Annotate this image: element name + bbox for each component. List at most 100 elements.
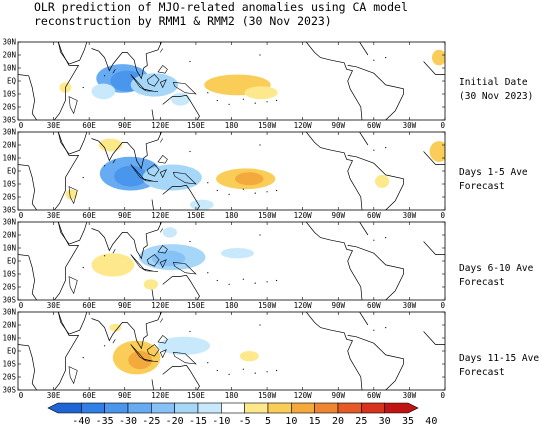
lon-tick-label: 150E (187, 391, 206, 400)
lon-tick-label: 90W (331, 121, 345, 130)
coastline (305, 132, 363, 210)
island-dot (207, 362, 209, 364)
colorbar-tick-label: -30 (119, 416, 137, 427)
lon-tick-label: 150E (187, 301, 206, 310)
island-dot (216, 99, 218, 102)
lon-tick-label: 30W (403, 121, 417, 130)
colorbar-swatch (291, 402, 315, 414)
colorbar-swatch (244, 402, 269, 414)
lon-tick-label: 30E (47, 211, 61, 220)
island-outline (146, 254, 160, 267)
island-dot (242, 98, 244, 100)
coastline (347, 335, 404, 390)
island-dot (207, 182, 209, 184)
lat-tick-label: 20N (2, 141, 16, 150)
coastline (347, 65, 404, 120)
island-dot (266, 101, 268, 103)
island-outline (142, 358, 159, 362)
lon-tick-label: 60W (367, 121, 381, 130)
anomaly-shading (235, 172, 264, 186)
lon-tick-label: 120E (151, 391, 170, 400)
lat-tick-label: EQ (7, 257, 17, 266)
lat-tick-label: 30S (2, 386, 16, 395)
island-dot (207, 272, 209, 274)
island-dot (275, 369, 278, 372)
lon-tick-label: 90W (331, 211, 345, 220)
island-outline (159, 349, 167, 359)
lon-tick-label: 120E (151, 121, 170, 130)
island-dot (228, 283, 230, 285)
colorbar: -40 -35 -30 -25 -20 -15 -10 -5 5 10 15 20 25 30 35 40 (47, 402, 437, 427)
island-dot (275, 279, 278, 282)
island-outline (172, 171, 197, 185)
lon-tick-label: 90E (118, 301, 132, 310)
lon-tick-label: 30E (47, 391, 61, 400)
coastline (359, 312, 369, 326)
island-dot (103, 165, 106, 167)
panel-label-days-6-10: Days 6-10 Ave Forecast (459, 263, 534, 288)
lon-tick-label: 60W (367, 391, 381, 400)
island-outline (172, 127, 178, 131)
island-dot (266, 191, 268, 193)
colorbar-swatch (337, 402, 362, 414)
lat-tick-label: 20N (2, 51, 16, 60)
lat-tick-label: 30S (2, 296, 16, 305)
colorbar-swatch (174, 402, 199, 414)
panel-label-days-11-15: Days 11-15 Ave Forecast (459, 353, 540, 378)
colorbar-tick-label: 5 (265, 416, 271, 427)
lat-tick-label: EQ (7, 347, 17, 356)
lon-tick-label: 60W (367, 211, 381, 220)
island-dot (103, 255, 106, 257)
island-dot (266, 371, 268, 373)
lat-tick-label: 10N (2, 64, 16, 73)
lat-tick-label: 30S (2, 206, 16, 215)
colorbar-tick-label: -15 (189, 416, 207, 427)
island-outline (146, 344, 160, 357)
colorbar-swatch (47, 402, 82, 414)
anomaly-shading (128, 351, 153, 370)
island-outline (172, 351, 197, 365)
island-outline (172, 81, 197, 95)
island-dot (373, 239, 375, 241)
island-dot (242, 368, 244, 370)
coastline (18, 312, 80, 390)
lat-tick-label: 10N (2, 154, 16, 163)
island-dot (228, 193, 230, 195)
lon-tick-label: 90W (331, 391, 345, 400)
lat-tick-label: 30N (2, 38, 16, 47)
island-dot (259, 324, 261, 326)
island-dot (189, 60, 191, 63)
lon-tick-label: 30E (47, 121, 61, 130)
coastline (91, 312, 162, 350)
lon-tick-label: 180 (225, 211, 239, 220)
island-outline (68, 276, 78, 295)
island-dot (103, 345, 106, 347)
colorbar-tick-label: -40 (72, 416, 90, 427)
lat-tick-label: 20S (2, 103, 16, 112)
island-dot (216, 369, 218, 372)
island-dot (216, 279, 218, 282)
island-dot (373, 59, 375, 61)
island-dot (189, 150, 191, 153)
island-outline (142, 178, 159, 182)
lat-tick-label: 30N (2, 218, 16, 227)
lon-tick-label: 120E (151, 301, 170, 310)
colorbar-tick-label: 30 (379, 416, 391, 427)
coastline (91, 42, 162, 80)
anomaly-shading (162, 227, 177, 238)
anomaly-shading (239, 351, 259, 362)
colorbar-tick-label: -25 (142, 416, 160, 427)
colorbar-swatch (314, 402, 339, 414)
anomaly-shading (91, 83, 116, 100)
anomaly-shading (429, 141, 445, 162)
chart-title: OLR prediction of MJO-related anomalies … (34, 0, 408, 28)
island-dot (207, 92, 209, 94)
island-dot (82, 266, 84, 269)
colorbar-swatch (127, 402, 152, 414)
island-dot (242, 278, 244, 280)
island-dot (373, 149, 375, 151)
lon-tick-label: 0 (440, 211, 445, 220)
anomaly-shading (109, 323, 122, 332)
